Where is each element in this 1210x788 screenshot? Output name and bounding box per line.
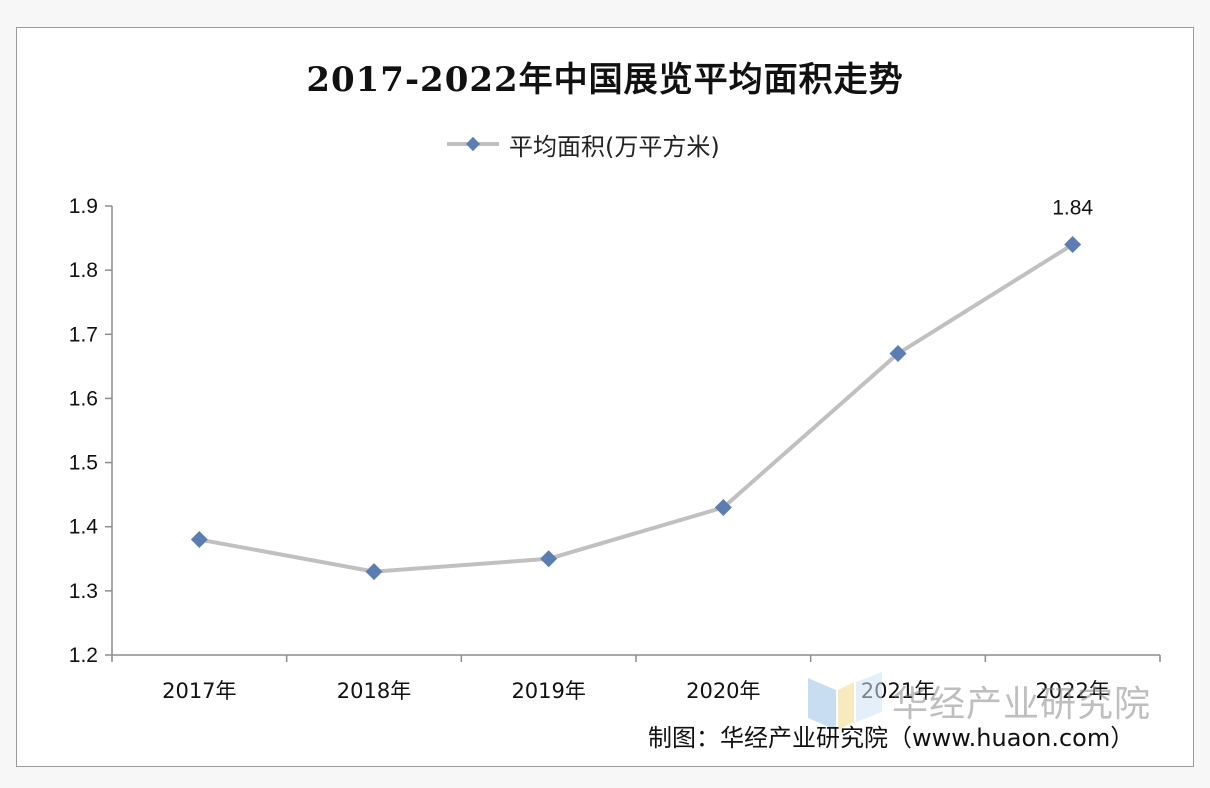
x-tick-label: 2017年 <box>162 679 236 703</box>
watermark-logo-icon <box>808 672 882 730</box>
chart-title: 2017-2022年中国展览平均面积走势 <box>306 60 904 100</box>
x-tick-label: 2019年 <box>511 679 585 703</box>
chart-frame <box>16 27 1194 767</box>
y-tick-label: 1.3 <box>69 580 98 603</box>
series-line <box>198 242 1074 574</box>
data-point <box>540 550 558 568</box>
x-tick-label: 2018年 <box>337 679 411 703</box>
data-point <box>190 531 208 549</box>
y-tick-label: 1.6 <box>69 387 98 410</box>
data-point <box>365 563 383 581</box>
x-tick-label: 2022年 <box>1035 679 1109 703</box>
y-tick-label: 1.7 <box>69 323 98 346</box>
legend-line-marker <box>447 136 499 152</box>
watermark-text: 华经产业研究院 <box>892 684 1152 725</box>
y-tick-label: 1.8 <box>69 259 98 282</box>
y-tick-label: 1.9 <box>69 195 98 218</box>
data-label: 1.84 <box>1052 196 1093 219</box>
legend: 平均面积(万平方米) <box>445 127 720 161</box>
y-tick-label: 1.5 <box>69 452 98 475</box>
data-point <box>889 345 907 363</box>
x-tick-label: 2020年 <box>686 679 760 703</box>
watermark: 华经产业研究院 <box>808 672 1151 730</box>
y-tick-label: 1.4 <box>69 516 99 539</box>
y-tick-label: 1.2 <box>69 644 98 667</box>
source-note: 制图：华经产业研究院（www.huaon.com） <box>648 724 1135 752</box>
data-point <box>714 498 732 516</box>
legend-label: 平均面积(万平方米) <box>509 132 720 161</box>
